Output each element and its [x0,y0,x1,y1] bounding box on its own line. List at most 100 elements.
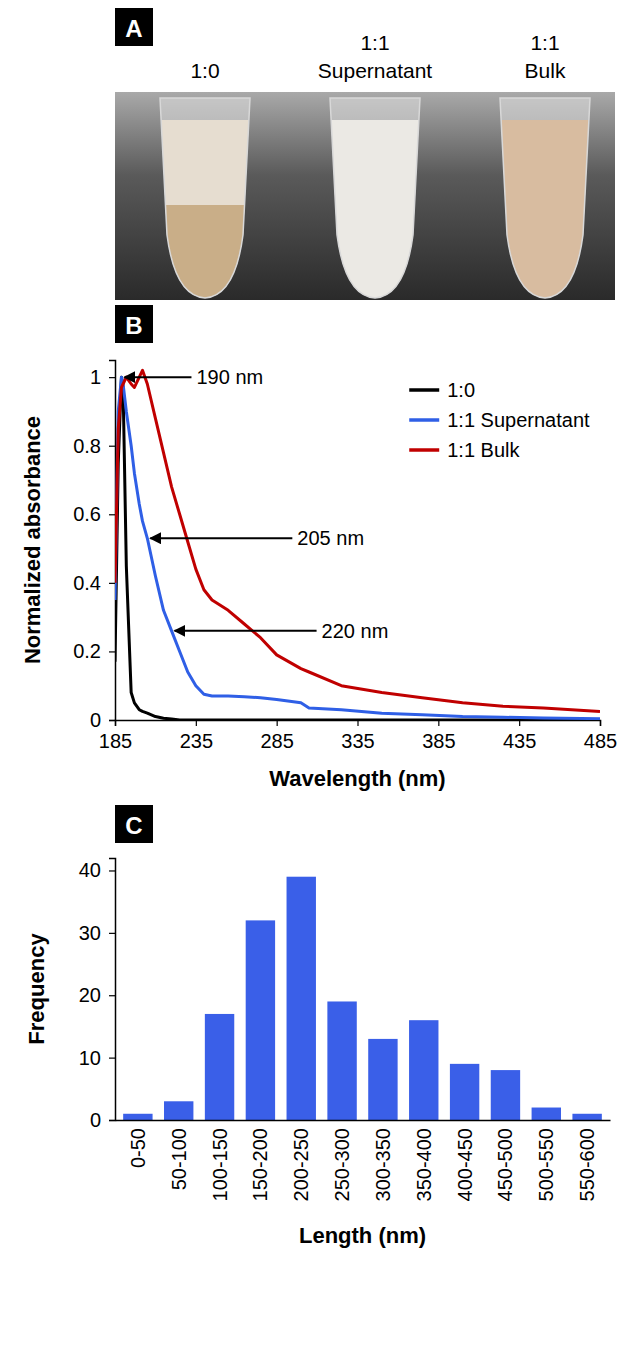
tick: 0.6 [73,503,115,525]
tick-label: 185 [99,730,132,752]
annotation-background [320,619,391,643]
axis: 0 0.2 0.4 0.6 0.8 1 [73,361,115,731]
tube-content [155,120,255,310]
legend-swatch [409,388,439,392]
tick-mark [438,720,439,726]
bar [450,1064,479,1120]
tick: 0.2 [73,640,115,662]
legend-label: 1:0 [447,379,475,401]
tick: 200-250 [290,1128,312,1201]
tick: 450-500 [494,1128,516,1201]
legend: 1:0 1:1 Supernatant 1:1 Bulk [409,379,590,461]
tube [495,98,595,310]
bar [287,877,316,1120]
legend-label: 1:1 Supernatant [447,409,590,431]
tick: 100-150 [209,1128,231,1201]
tick-mark [109,1120,115,1121]
tick: 235 [180,720,213,752]
legend-swatch [409,418,439,422]
tick-label: 0.4 [73,572,101,594]
tube-outline [330,98,420,298]
plot-area [115,370,600,720]
tick-label: 0 [90,1109,101,1131]
bar [123,1114,152,1120]
tick-label: 150-200 [249,1128,271,1201]
panel-letter-box [115,805,153,843]
axis-line [116,721,601,727]
tube-content [325,120,425,310]
tube-label: 1:1Supernatant [318,31,433,82]
tick-mark [519,720,520,726]
tick-label: 335 [341,730,374,752]
x-axis-title: Wavelength (nm) [269,766,445,791]
tick: 350-400 [413,1128,435,1201]
tick: 0.4 [73,572,115,594]
panel-letter: C [115,805,153,843]
tick-mark [109,720,115,721]
plot-area [123,877,602,1120]
tick: 250-300 [331,1128,353,1201]
tick-mark [109,446,115,447]
x-axis-title: Length (nm) [299,1223,426,1248]
tube-outline [160,98,250,298]
tick-label: 485 [584,730,617,752]
photo [115,92,615,310]
tick: 1 [90,366,115,388]
tick: 40 [79,859,115,881]
figure: A 1:0 1:1Supernatant 1:1Bulk B 185 235 285 335 38… [0,0,636,1354]
legend-swatch [409,448,439,452]
tick-label: 1 [90,366,101,388]
tube [155,98,255,310]
tick-mark [109,870,115,871]
annotation-text: 205 nm [297,527,364,549]
panel-letter-box [115,8,153,46]
tube-label: 1:1Bulk [525,31,566,82]
tick-label: 450-500 [494,1128,516,1201]
tick-mark [109,651,115,652]
tick-label: 100-150 [209,1128,231,1201]
tick: 10 [79,1047,115,1069]
tick: 30 [79,922,115,944]
tube-label: 1:0 [190,59,219,82]
bar [164,1101,193,1120]
annotation: 190 nm [124,365,265,389]
tick-mark [109,1058,115,1059]
tube-content [495,120,595,310]
annotation: 220 nm [175,619,391,643]
tick-mark [357,720,358,726]
axis-line [109,859,116,1121]
tick: 550-600 [576,1128,598,1201]
axis: 185 235 285 335 385 435 485 [99,720,617,752]
tick: 485 [584,720,617,752]
tick-mark [109,514,115,515]
tick: 185 [99,720,132,752]
tube-content [155,205,255,310]
panel-letter: A [115,8,153,46]
tick-label: 0 [90,709,101,731]
tick: 400-450 [454,1128,476,1201]
tick-label: 30 [79,922,101,944]
bar [368,1039,397,1120]
y-axis-title: Frequency [24,933,49,1045]
tick-label: 0-50 [127,1128,149,1168]
series-line [115,377,600,718]
tick-mark [277,720,278,726]
tick-label: 50-100 [168,1128,190,1190]
tick: 0 [90,709,115,731]
tick-label: 385 [422,730,455,752]
annotation-arrow [124,376,191,378]
panel-letter: B [115,305,153,343]
tick-label: 200-250 [290,1128,312,1201]
tick: 0-50 [127,1128,149,1168]
legend-item: 1:0 [409,379,475,401]
tick-mark [109,995,115,996]
tick: 0.8 [73,435,115,457]
series-line [115,370,600,711]
tick: 435 [503,720,536,752]
tick: 285 [260,720,293,752]
annotation-background [295,526,366,550]
y-axis-title: Normalized absorbance [20,416,45,664]
legend-label: 1:1 Bulk [447,439,520,461]
bar [327,1001,356,1120]
legend-item: 1:1 Supernatant [409,409,590,431]
